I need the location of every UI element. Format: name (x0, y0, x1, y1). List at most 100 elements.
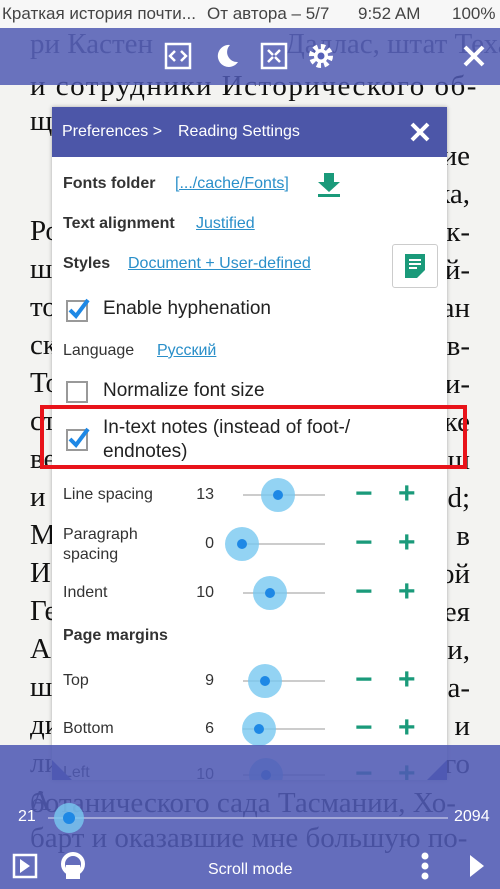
book-fragment: А (30, 633, 51, 665)
slider-knob[interactable] (253, 576, 287, 610)
dialog: Preferences > Reading Settings (52, 107, 447, 780)
plus-button[interactable]: + (398, 477, 416, 510)
fit-page-icon[interactable] (260, 42, 288, 70)
dialog-close[interactable] (410, 122, 430, 142)
book-fragment: и (454, 710, 470, 742)
book-fragment: ш (30, 671, 53, 703)
checkbox-unchecked[interactable] (66, 379, 90, 403)
status-bar: Краткая история почти... От автора – 5/7… (0, 0, 500, 28)
progress-knob[interactable] (54, 803, 84, 833)
scroll-mode[interactable]: Scroll mode (208, 861, 293, 878)
slider-track (243, 728, 325, 730)
section-title: Page margins (63, 627, 168, 644)
book-fragment: ш (30, 253, 53, 285)
night-mode-icon[interactable] (212, 42, 240, 70)
setting-link[interactable]: Русский (157, 342, 217, 359)
slider-knob-core (254, 724, 264, 734)
book-fragment: в (456, 520, 470, 552)
highlight-box (40, 405, 467, 469)
slider-knob[interactable] (242, 712, 276, 746)
book-fragment: ея (443, 596, 470, 628)
setting-label: Fonts folder (63, 175, 156, 192)
plus-button[interactable]: + (398, 526, 416, 559)
book-fragment: в- (446, 330, 470, 362)
page-number: 21 (18, 808, 36, 825)
checkbox-checked[interactable] (66, 298, 90, 322)
top-toolbar (0, 28, 500, 85)
dialog-header: Preferences > Reading Settings (52, 107, 447, 157)
dialog-corners (52, 760, 447, 780)
status-chapter: От автора – 5/7 (207, 4, 330, 23)
slider-knob-core (237, 539, 247, 549)
styles-button[interactable] (392, 244, 438, 288)
download-icon[interactable] (316, 171, 342, 197)
slider-label: Line spacing (63, 486, 153, 503)
setting-link[interactable]: Document + User-defined (128, 255, 311, 272)
slider-track (243, 680, 325, 682)
slider-value: 9 (205, 672, 214, 689)
slider-label: Indent (63, 584, 108, 601)
slider-label: spacing (63, 546, 119, 563)
slider-knob-core (265, 588, 275, 598)
fit-width-icon[interactable] (164, 42, 192, 70)
close-icon[interactable] (462, 44, 486, 68)
bottom-bar: 21 2094 Scroll mode (0, 745, 500, 889)
minus-button[interactable]: − (355, 575, 373, 608)
doc-icon (405, 254, 425, 278)
book-fragment: И (30, 557, 51, 589)
slider-label: Bottom (63, 720, 114, 737)
book-fragment: к- (446, 216, 470, 248)
slider-value: 0 (205, 535, 214, 552)
slider-label: Paragraph (63, 526, 138, 543)
status-time: 9:52 AM (358, 4, 421, 23)
plus-button[interactable]: + (398, 711, 416, 744)
setting-label: Language (63, 342, 135, 359)
book-line: щ (30, 105, 53, 137)
slider-value: 13 (196, 486, 214, 503)
breadcrumb[interactable]: Preferences > (62, 123, 163, 140)
checkbox-checked[interactable] (66, 427, 90, 451)
slider-knob[interactable] (248, 664, 282, 698)
checkbox-label[interactable]: In-text notes (instead of foot-/ (103, 417, 351, 438)
slider-knob-core (273, 490, 283, 500)
book-fragment: и (30, 481, 46, 513)
slider-label: Top (63, 672, 89, 689)
slider-knob[interactable] (225, 527, 259, 561)
settings-icon[interactable] (307, 42, 335, 70)
slider-knob-core (260, 676, 270, 686)
plus-button[interactable]: + (398, 663, 416, 696)
toc-icon[interactable] (12, 853, 38, 879)
status-battery: 100% (452, 4, 496, 23)
setting-link[interactable]: Justified (196, 215, 255, 232)
minus-button[interactable]: − (355, 663, 373, 696)
book-fragment: М (30, 519, 56, 551)
slider-value: 6 (205, 720, 214, 737)
menu-icon[interactable] (418, 851, 432, 881)
book-fragment: а- (447, 672, 470, 704)
minus-button[interactable]: − (355, 711, 373, 744)
status-title: Краткая история почти... (2, 4, 196, 23)
minus-button[interactable]: − (355, 477, 373, 510)
book-fragment: й- (444, 254, 470, 286)
slider-knob[interactable] (261, 478, 295, 512)
minus-button[interactable]: − (355, 526, 373, 559)
dialog-content: Fonts folder [.../cache/Fonts] Text alig… (40, 171, 467, 780)
progress-track (48, 817, 448, 819)
dialog-title: Reading Settings (178, 123, 300, 140)
checkbox-label[interactable]: Normalize font size (103, 380, 265, 401)
plus-button[interactable]: + (398, 575, 416, 608)
bookmark-icon[interactable] (60, 851, 86, 879)
slider-track (243, 543, 325, 545)
setting-label: Styles (63, 255, 111, 272)
checkbox-label[interactable]: Enable hyphenation (103, 298, 271, 319)
book-fragment: и- (444, 368, 470, 400)
total-pages: 2094 (454, 808, 490, 825)
back-icon[interactable] (464, 851, 490, 881)
book-fragment: d; (447, 482, 470, 514)
setting-link[interactable]: [.../cache/Fonts] (175, 175, 289, 192)
checkbox-label[interactable]: endnotes) (103, 441, 188, 462)
book-fragment: и, (447, 634, 470, 666)
setting-label: Text alignment (63, 215, 175, 232)
slider-value: 10 (196, 584, 214, 601)
